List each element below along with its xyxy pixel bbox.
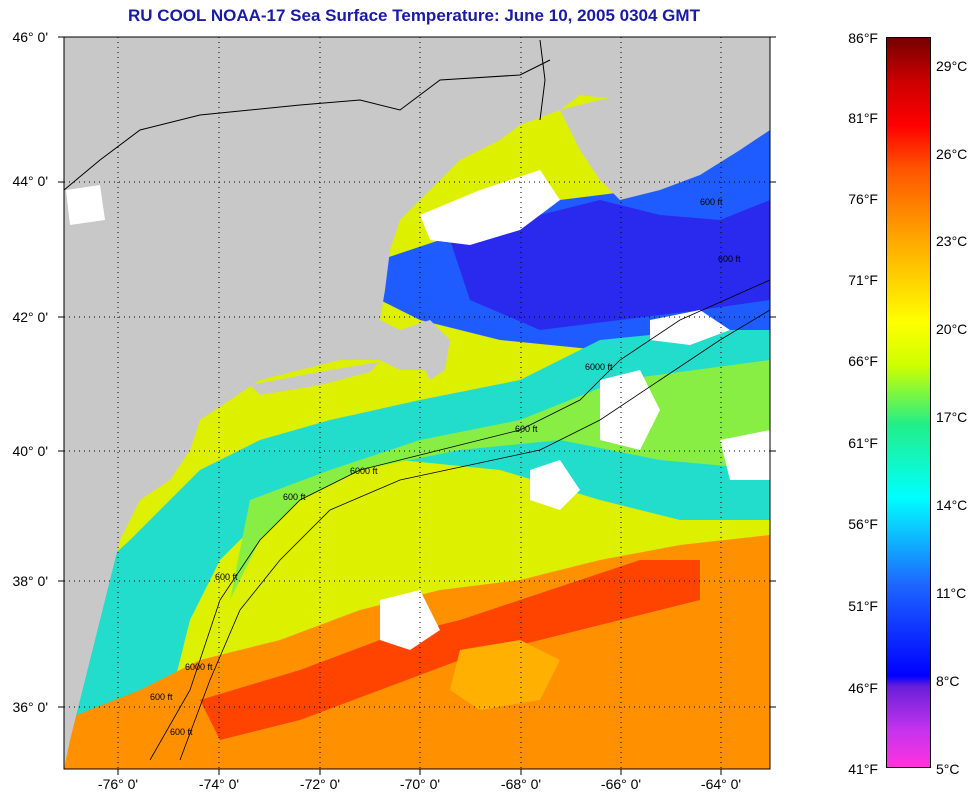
colorbar-fahrenheit-label: 81°F: [848, 110, 878, 126]
contour-600ft: [149, 279, 770, 761]
border-line: [64, 59, 551, 191]
cloud-patch: [380, 590, 440, 650]
cape-cod: [400, 320, 450, 380]
colorbar-celsius-label: 11°C: [936, 585, 967, 601]
contour-6000ft: [179, 309, 770, 761]
axis-ticks: [58, 36, 776, 775]
colorbar-celsius-label: 8°C: [936, 673, 960, 689]
colorbar-celsius-label: 14°C: [936, 497, 968, 513]
colorbar-fahrenheit-label: 41°F: [848, 761, 878, 777]
cloud-over-land: [66, 185, 105, 225]
land-mass: [64, 37, 770, 769]
lat-label: 40° 0': [12, 443, 48, 459]
contour-label: 6000 ft: [185, 662, 213, 672]
lat-label: 42° 0': [12, 309, 48, 325]
lon-label: -68° 0': [500, 776, 542, 792]
contour-label: 600 ft: [718, 254, 741, 264]
contour-label: 600 ft: [700, 197, 723, 207]
cloud-patch: [650, 310, 730, 345]
contour-label: 600 ft: [515, 424, 538, 434]
colorbar-fahrenheit-label: 76°F: [848, 191, 878, 207]
colorbar-celsius-label: 26°C: [936, 146, 968, 162]
lat-label: 44° 0': [12, 173, 48, 189]
colorbar-fahrenheit-label: 61°F: [848, 435, 878, 451]
colorbar-fahrenheit-label: 51°F: [848, 598, 878, 614]
lat-label: 46° 0': [12, 29, 48, 45]
cloud-patch: [530, 460, 580, 510]
colorbar-celsius-label: 29°C: [936, 58, 968, 74]
cloud-patch: [720, 430, 770, 480]
lon-label: -76° 0': [97, 776, 139, 792]
map-frame: [63, 36, 771, 770]
cold-water-core: [450, 200, 770, 330]
colorbar-celsius-label: 23°C: [936, 233, 968, 249]
contour-label: 6000 ft: [585, 362, 613, 372]
lon-label: -66° 0': [600, 776, 642, 792]
contour-label: 600 ft: [283, 492, 306, 502]
contour-label: 600 ft: [150, 692, 173, 702]
contour-label: 6000 ft: [350, 466, 378, 476]
lon-label: -70° 0': [399, 776, 441, 792]
cloud-patch: [420, 170, 560, 245]
lat-label: 38° 0': [12, 573, 48, 589]
page-title: RU COOL NOAA-17 Sea Surface Temperature:…: [128, 6, 700, 25]
long-island: [250, 362, 380, 395]
border-line: [539, 39, 546, 121]
graticule: [64, 36, 770, 769]
colorbar-celsius-label: 20°C: [936, 321, 968, 337]
colorbar-fahrenheit-label: 56°F: [848, 516, 878, 532]
colorbar-celsius-label: 5°C: [936, 761, 960, 777]
contour-label: 600 ft: [170, 727, 193, 737]
colorbar-fahrenheit-label: 86°F: [848, 30, 878, 46]
lon-label: -74° 0': [198, 776, 240, 792]
colorbar-celsius-label: 17°C: [936, 409, 968, 425]
colorbar-fahrenheit-label: 66°F: [848, 353, 878, 369]
lon-label: -72° 0': [299, 776, 341, 792]
colorbar-fahrenheit-label: 71°F: [848, 272, 878, 288]
contour-label: 600 ft: [215, 572, 238, 582]
colorbar: [886, 37, 931, 768]
warm-ring: [450, 640, 560, 710]
gulf-stream-core: [200, 560, 700, 740]
lon-label: -64° 0': [700, 776, 742, 792]
colorbar-fahrenheit-label: 46°F: [848, 680, 878, 696]
lat-label: 36° 0': [12, 699, 48, 715]
nova-scotia-land: [560, 60, 770, 200]
